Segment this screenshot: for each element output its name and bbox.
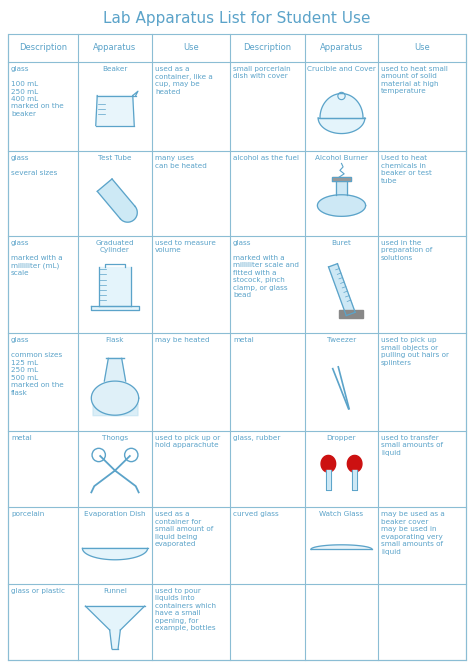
Text: Beaker: Beaker bbox=[102, 66, 128, 72]
Text: used to transfer
small amounts of
liquid: used to transfer small amounts of liquid bbox=[381, 435, 443, 456]
Polygon shape bbox=[99, 268, 131, 306]
Text: glass

100 mL
250 mL
400 mL
marked on the
beaker: glass 100 mL 250 mL 400 mL marked on the… bbox=[11, 66, 64, 117]
Polygon shape bbox=[91, 381, 139, 415]
Text: Graduated
Cylinder: Graduated Cylinder bbox=[96, 240, 134, 253]
Text: Test Tube: Test Tube bbox=[98, 155, 132, 161]
Text: Apparatus: Apparatus bbox=[93, 43, 137, 52]
Text: used as a
container, like a
cup, may be
heated: used as a container, like a cup, may be … bbox=[155, 66, 213, 94]
Text: Crucible and Cover: Crucible and Cover bbox=[307, 66, 376, 72]
Text: Description: Description bbox=[244, 43, 292, 52]
Circle shape bbox=[338, 92, 345, 100]
Polygon shape bbox=[332, 177, 350, 181]
Text: metal: metal bbox=[11, 435, 32, 441]
Polygon shape bbox=[326, 470, 331, 490]
Polygon shape bbox=[318, 195, 365, 216]
Polygon shape bbox=[311, 545, 372, 549]
Text: glass, rubber: glass, rubber bbox=[233, 435, 281, 441]
Text: used in the
preparation of
solutions: used in the preparation of solutions bbox=[381, 240, 432, 261]
Text: Evaporation Dish: Evaporation Dish bbox=[84, 511, 146, 517]
Text: many uses
can be heated: many uses can be heated bbox=[155, 155, 207, 169]
Text: Description: Description bbox=[19, 43, 67, 52]
Text: glass

marked with a
milliliter scale and
fitted with a
stocock, pinch
clamp, or: glass marked with a milliliter scale and… bbox=[233, 240, 299, 298]
Text: Lab Apparatus List for Student Use: Lab Apparatus List for Student Use bbox=[103, 11, 371, 25]
Text: may be used as a
beaker cover
may be used in
evaporating very
small amounts of
l: may be used as a beaker cover may be use… bbox=[381, 511, 445, 555]
Text: glass or plastic: glass or plastic bbox=[11, 587, 65, 593]
Polygon shape bbox=[120, 206, 137, 222]
Text: curved glass: curved glass bbox=[233, 511, 279, 517]
Text: Tweezer: Tweezer bbox=[327, 337, 356, 343]
Text: Funnel: Funnel bbox=[103, 587, 127, 593]
Polygon shape bbox=[97, 179, 135, 219]
Text: Watch Glass: Watch Glass bbox=[319, 511, 364, 517]
Text: Flask: Flask bbox=[106, 337, 124, 343]
Text: used to pour
liquids into
containers which
have a small
opening, for
example, bo: used to pour liquids into containers whi… bbox=[155, 587, 216, 631]
Polygon shape bbox=[352, 470, 357, 490]
Text: porcelain: porcelain bbox=[11, 511, 44, 517]
Polygon shape bbox=[328, 264, 355, 316]
Text: glass

marked with a
milliliter (mL)
scale: glass marked with a milliliter (mL) scal… bbox=[11, 240, 63, 276]
Text: Use: Use bbox=[183, 43, 199, 52]
Text: Buret: Buret bbox=[331, 240, 351, 246]
Text: small porcerlain
dish with cover: small porcerlain dish with cover bbox=[233, 66, 291, 80]
Polygon shape bbox=[82, 549, 147, 560]
Text: glass

several sizes: glass several sizes bbox=[11, 155, 57, 176]
Polygon shape bbox=[104, 359, 126, 381]
Polygon shape bbox=[321, 456, 336, 472]
Text: glass

common sizes
125 mL
250 mL
500 mL
marked on the
flask: glass common sizes 125 mL 250 mL 500 mL … bbox=[11, 337, 64, 396]
Text: Dropper: Dropper bbox=[327, 435, 356, 441]
Text: used to pick up or
hold apparachute: used to pick up or hold apparachute bbox=[155, 435, 220, 448]
Polygon shape bbox=[347, 456, 362, 472]
Text: Use: Use bbox=[414, 43, 430, 52]
Text: used as a
container for
small amount of
liquid being
evaporated: used as a container for small amount of … bbox=[155, 511, 213, 547]
Polygon shape bbox=[110, 630, 119, 649]
Polygon shape bbox=[320, 94, 363, 118]
Polygon shape bbox=[318, 118, 365, 134]
Polygon shape bbox=[339, 310, 363, 318]
Text: Apparatus: Apparatus bbox=[320, 43, 363, 52]
Text: used to pick up
small objects or
pulling out hairs or
splinters: used to pick up small objects or pulling… bbox=[381, 337, 449, 366]
Polygon shape bbox=[336, 181, 347, 195]
Text: used to measure
volume: used to measure volume bbox=[155, 240, 216, 254]
Text: used to heat small
amount of solid
material at high
temperature: used to heat small amount of solid mater… bbox=[381, 66, 448, 94]
Text: metal: metal bbox=[233, 337, 254, 343]
Polygon shape bbox=[91, 306, 139, 310]
Text: Thongs: Thongs bbox=[102, 435, 128, 441]
Polygon shape bbox=[85, 606, 145, 630]
Text: may be heated: may be heated bbox=[155, 337, 210, 343]
Text: alcohol as the fuel: alcohol as the fuel bbox=[233, 155, 299, 161]
Text: Used to heat
chemicals in
beaker or test
tube: Used to heat chemicals in beaker or test… bbox=[381, 155, 432, 183]
Text: Alcohol Burner: Alcohol Burner bbox=[315, 155, 368, 161]
Polygon shape bbox=[96, 96, 134, 126]
